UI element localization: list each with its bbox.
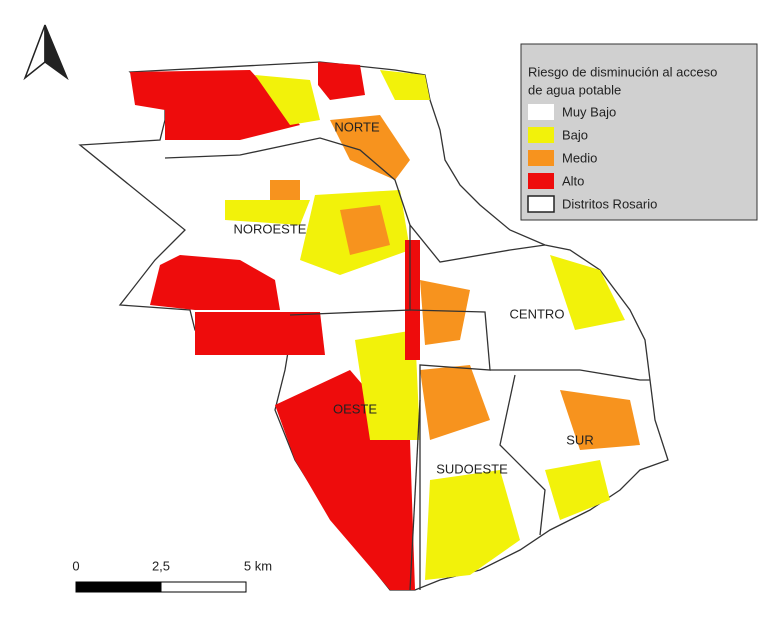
district-label: SUDOESTE xyxy=(436,461,508,476)
legend-swatch xyxy=(528,127,554,143)
district-label: OESTE xyxy=(333,401,377,416)
risk-area xyxy=(355,330,420,440)
scale-bar xyxy=(75,581,247,593)
legend-swatch xyxy=(528,150,554,166)
legend-label: Alto xyxy=(562,173,584,188)
district-label: SUR xyxy=(566,432,593,447)
risk-area xyxy=(560,390,640,450)
legend-label: Bajo xyxy=(562,127,588,142)
city-outline xyxy=(78,61,669,591)
legend-label: Muy Bajo xyxy=(562,104,616,119)
risk-area xyxy=(255,75,320,125)
risk-area xyxy=(405,240,420,360)
risk-area xyxy=(420,280,470,345)
district-border xyxy=(499,374,546,536)
district-border xyxy=(164,137,546,263)
legend-box xyxy=(520,43,758,221)
legend-title: de agua potable xyxy=(528,82,621,97)
district-label: CENTRO xyxy=(510,306,565,321)
risk-area xyxy=(425,470,520,580)
risk-area xyxy=(150,255,280,310)
legend-title: Riesgo de disminución al acceso xyxy=(528,64,717,79)
risk-area xyxy=(318,62,365,100)
legend-swatch xyxy=(528,173,554,189)
district-border xyxy=(490,369,650,381)
scale-label: 2,5 xyxy=(152,558,170,573)
scale-label: 5 km xyxy=(244,558,272,573)
risk-area xyxy=(340,205,390,255)
risk-area xyxy=(550,255,625,330)
legend-swatch xyxy=(527,195,555,213)
risk-area xyxy=(330,115,410,180)
risk-area xyxy=(195,312,325,355)
risk-area xyxy=(130,70,300,140)
risk-area xyxy=(420,365,490,440)
north-arrow xyxy=(23,24,69,81)
district-border xyxy=(409,399,421,591)
scale-label: 0 xyxy=(72,558,79,573)
risk-area xyxy=(380,70,430,100)
district-label: NORTE xyxy=(334,119,380,134)
risk-area xyxy=(545,460,610,520)
risk-area xyxy=(225,200,310,225)
legend-swatch xyxy=(528,104,554,120)
risk-area xyxy=(270,180,300,200)
district-label: NOROESTE xyxy=(234,221,307,236)
legend-label: Medio xyxy=(562,150,597,165)
legend-label: Distritos Rosario xyxy=(562,196,657,211)
district-borders xyxy=(164,137,650,591)
